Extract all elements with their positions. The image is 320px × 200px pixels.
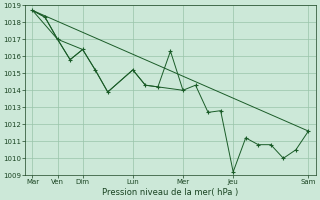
X-axis label: Pression niveau de la mer( hPa ): Pression niveau de la mer( hPa ) [102, 188, 239, 197]
